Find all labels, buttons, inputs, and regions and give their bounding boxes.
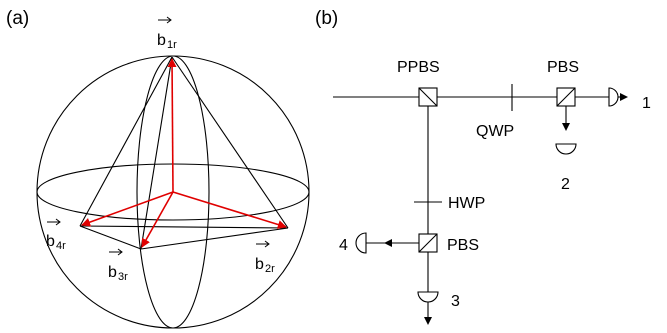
vector-base: b — [46, 233, 55, 250]
vector-base: b — [255, 256, 264, 273]
vector-subscript: 1r — [167, 39, 177, 51]
arrow-to-detector-4 — [384, 239, 392, 247]
arrow-to-detector-2 — [562, 123, 570, 131]
tetra-edge-4-3 — [79, 225, 142, 250]
panel-a: (a) b 1r — [6, 8, 310, 329]
detector-4-label: 4 — [339, 237, 348, 254]
vector-label-b2r: b 2r — [255, 240, 275, 275]
tetra-edge-1-3 — [140, 56, 173, 250]
detector-1 — [608, 87, 619, 107]
tetra-edge-1-4 — [79, 56, 173, 227]
pbs-top-cube — [556, 87, 576, 107]
pbs-bottom-cube — [418, 233, 438, 253]
vector-label-b3r: b 3r — [108, 248, 128, 283]
detector-3-label: 3 — [451, 293, 460, 310]
vector-base: b — [108, 264, 117, 281]
vector-subscript: 3r — [118, 271, 128, 283]
tetra-edge-4-2 — [79, 225, 289, 229]
arrow-to-detector-3 — [424, 317, 432, 325]
detector-3 — [417, 291, 439, 303]
vector-label-b1r: b 1r — [157, 16, 177, 51]
detector-2-label: 2 — [561, 176, 570, 193]
tetra-edge-3-2 — [140, 227, 289, 250]
vector-b1r — [167, 58, 177, 193]
tetrahedron — [79, 56, 289, 250]
vector-b4r — [81, 191, 174, 227]
pbs-bottom-label: PBS — [447, 237, 479, 254]
vector-subscript: 4r — [56, 240, 66, 252]
arrow-to-detector-1 — [620, 93, 628, 101]
detector-4 — [355, 232, 367, 254]
panel-b-label: (b) — [315, 8, 338, 29]
panel-a-label: (a) — [6, 8, 29, 29]
vector-b3r — [141, 191, 174, 248]
ppbs-cube — [418, 87, 438, 107]
qwp-label: QWP — [476, 123, 514, 140]
hwp-label: HWP — [448, 195, 485, 212]
ppbs-label: PPBS — [397, 59, 440, 76]
meridian-ellipse — [136, 55, 210, 329]
vector-subscript: 2r — [265, 263, 275, 275]
overarrow-head — [264, 240, 270, 248]
tetra-edge-1-2 — [171, 56, 289, 229]
vector-label-b4r: b 4r — [46, 218, 66, 252]
detector-1-label: 1 — [642, 95, 651, 112]
detector-2 — [555, 143, 577, 155]
overarrow-head — [117, 248, 123, 256]
vector-base: b — [157, 32, 166, 49]
overarrow-head — [55, 218, 61, 226]
bloch-vectors — [81, 58, 287, 248]
overarrow-head — [166, 16, 172, 24]
vector-b2r — [172, 191, 287, 229]
panel-b: (b) PPBS PBS QWP HWP — [315, 8, 651, 325]
pbs-top-label: PBS — [547, 59, 579, 76]
